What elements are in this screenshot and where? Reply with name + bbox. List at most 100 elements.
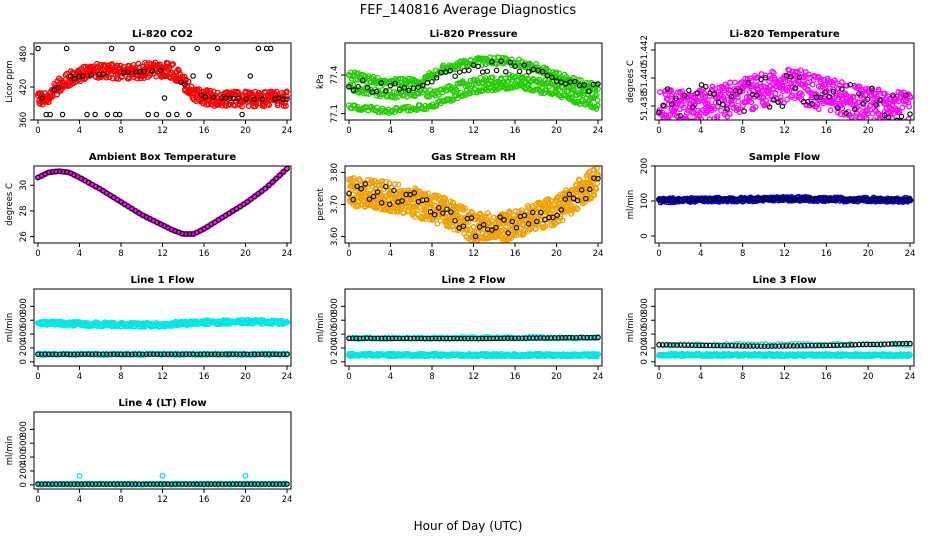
data-point (881, 112, 888, 119)
data-point (382, 183, 389, 190)
data-point (779, 103, 786, 109)
data-point (461, 335, 468, 342)
data-point (273, 351, 279, 357)
data-point (526, 69, 532, 75)
data-point (389, 94, 396, 101)
data-point (364, 335, 370, 342)
data-point (415, 84, 421, 90)
data-point (253, 100, 260, 107)
data-point (897, 118, 903, 120)
data-point (835, 96, 842, 103)
data-point (464, 227, 471, 234)
data-point (497, 214, 503, 220)
data-point (59, 111, 66, 118)
y-axis-label: ml/min (626, 190, 636, 220)
data-point (784, 96, 791, 103)
data-point (78, 351, 85, 357)
data-point (902, 92, 909, 99)
data-point (49, 351, 56, 357)
data-point (454, 335, 461, 342)
data-point (523, 335, 529, 341)
panel-title: Ambient Box Temperature (89, 152, 236, 163)
data-point (827, 107, 834, 114)
data-point (698, 116, 705, 120)
data-point (371, 335, 378, 342)
data-point (566, 335, 572, 341)
data-point (244, 199, 251, 205)
data-point (245, 103, 252, 110)
x-tick-label: 20 (240, 249, 251, 259)
y-tick-label: 600 (330, 312, 340, 328)
data-point (490, 335, 497, 342)
data-point (468, 335, 475, 342)
data-point (844, 82, 850, 89)
data-point (212, 351, 218, 357)
data-point (856, 91, 862, 97)
x-tick-label: 8 (429, 372, 434, 382)
data-point (721, 96, 728, 103)
data-point (125, 351, 131, 357)
y-tick-label: 800 (330, 298, 340, 314)
x-tick-label: 4 (77, 249, 82, 259)
data-point (450, 199, 457, 206)
data-point (538, 209, 544, 216)
y-tick-label: 360 (19, 112, 29, 128)
panel-title: Line 2 Flow (442, 275, 506, 286)
y-tick-label: 3.70 (330, 195, 340, 214)
data-point (255, 351, 261, 357)
y-tick-label: 600 (19, 312, 29, 328)
x-tick-label: 12 (779, 126, 790, 136)
data-point (562, 81, 569, 87)
data-point (427, 209, 434, 215)
y-tick-label: 100 (640, 193, 650, 209)
data-point (49, 93, 56, 100)
data-point (472, 233, 479, 240)
data-marks (34, 45, 290, 118)
data-point (411, 190, 418, 196)
data-point (826, 93, 832, 100)
x-tick-label: 16 (199, 372, 210, 382)
data-point (660, 117, 667, 120)
data-point (669, 91, 676, 98)
data-point (507, 59, 514, 66)
data-point (868, 86, 875, 92)
x-tick-label: 16 (821, 249, 832, 259)
data-point (434, 220, 441, 227)
data-point (178, 79, 184, 85)
data-point (248, 196, 254, 202)
data-point (89, 351, 95, 357)
data-point (512, 63, 518, 70)
data-point (792, 69, 799, 75)
y-axis-label: ml/min (5, 313, 15, 343)
data-point (673, 95, 679, 101)
data-point (489, 74, 496, 81)
data-point (440, 210, 446, 216)
data-point (364, 84, 371, 91)
data-point (864, 96, 871, 103)
x-tick-label: 24 (282, 372, 293, 382)
data-point (154, 351, 160, 357)
x-tick-label: 12 (468, 372, 479, 382)
data-point (269, 179, 276, 185)
data-point (49, 169, 56, 175)
data-point (512, 208, 519, 215)
x-tick-label: 8 (429, 249, 434, 259)
panel-title: Li-820 CO2 (132, 29, 193, 40)
data-point (366, 196, 373, 202)
data-marks (35, 316, 291, 358)
data-point (284, 351, 290, 357)
data-point (731, 79, 738, 86)
x-tick-label: 16 (510, 372, 521, 382)
data-point (458, 335, 464, 342)
x-tick-label: 16 (199, 126, 210, 136)
data-point (402, 87, 409, 94)
data-point (729, 101, 736, 108)
y-axis-label: degrees C (5, 183, 15, 226)
data-point (469, 209, 476, 216)
data-point (512, 335, 518, 342)
x-tick-label: 8 (118, 372, 123, 382)
data-point (42, 351, 48, 357)
data-point (284, 319, 291, 326)
y-axis-label: kPa (316, 74, 326, 89)
